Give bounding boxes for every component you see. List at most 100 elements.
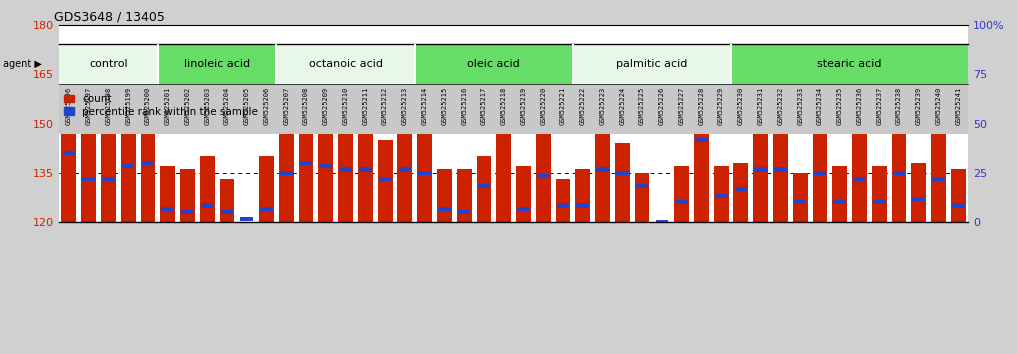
- Text: GSM525214: GSM525214: [422, 86, 427, 125]
- Bar: [714, 166, 728, 222]
- Bar: [358, 120, 373, 222]
- Bar: [221, 210, 233, 214]
- Bar: [61, 78, 76, 222]
- Bar: [415, 44, 573, 84]
- Text: GSM525236: GSM525236: [856, 86, 862, 125]
- Bar: [497, 128, 510, 132]
- Bar: [832, 166, 847, 222]
- Bar: [754, 117, 768, 222]
- Bar: [438, 207, 451, 211]
- Text: GSM525224: GSM525224: [619, 86, 625, 125]
- Bar: [122, 164, 134, 169]
- Bar: [773, 117, 788, 222]
- Bar: [418, 171, 431, 175]
- Bar: [240, 217, 253, 221]
- Bar: [577, 204, 589, 208]
- Bar: [616, 171, 629, 175]
- Text: GDS3648 / 13405: GDS3648 / 13405: [54, 11, 165, 24]
- Bar: [656, 220, 668, 224]
- Bar: [893, 171, 905, 175]
- Bar: [359, 167, 371, 172]
- Bar: [813, 130, 828, 222]
- Bar: [180, 170, 195, 222]
- Text: GSM525218: GSM525218: [500, 86, 506, 125]
- Bar: [220, 179, 234, 222]
- Text: oleic acid: oleic acid: [468, 59, 520, 69]
- Bar: [833, 200, 846, 205]
- Bar: [319, 164, 333, 169]
- Text: GSM525201: GSM525201: [165, 86, 171, 125]
- Bar: [417, 124, 432, 222]
- Bar: [378, 177, 392, 182]
- Bar: [733, 163, 749, 222]
- Text: GSM525213: GSM525213: [402, 86, 408, 125]
- Text: GSM525202: GSM525202: [184, 86, 190, 125]
- Bar: [892, 127, 906, 222]
- Bar: [340, 167, 352, 172]
- Bar: [158, 44, 277, 84]
- Text: GSM525216: GSM525216: [461, 86, 467, 125]
- Text: GSM525238: GSM525238: [896, 86, 902, 125]
- Bar: [279, 130, 294, 222]
- Bar: [596, 167, 609, 172]
- Text: GSM525222: GSM525222: [580, 86, 586, 125]
- Text: GSM525215: GSM525215: [441, 86, 447, 125]
- Bar: [457, 170, 472, 222]
- Bar: [199, 156, 215, 222]
- Bar: [259, 156, 274, 222]
- Bar: [477, 156, 491, 222]
- Bar: [478, 184, 490, 188]
- Bar: [793, 173, 807, 222]
- Text: linoleic acid: linoleic acid: [184, 59, 250, 69]
- Text: GSM525204: GSM525204: [224, 86, 230, 125]
- Text: GSM525199: GSM525199: [125, 86, 131, 125]
- Bar: [932, 127, 946, 222]
- Bar: [852, 130, 866, 222]
- Bar: [181, 210, 194, 214]
- Bar: [516, 166, 531, 222]
- Bar: [695, 138, 708, 142]
- Text: GSM525241: GSM525241: [955, 86, 961, 125]
- Text: GSM525227: GSM525227: [678, 86, 684, 125]
- Text: GSM525225: GSM525225: [639, 86, 645, 125]
- Text: GSM525208: GSM525208: [303, 86, 309, 125]
- Text: GSM525229: GSM525229: [718, 86, 724, 125]
- Text: GSM525237: GSM525237: [877, 86, 882, 125]
- Text: GSM525232: GSM525232: [777, 86, 783, 125]
- Bar: [161, 166, 175, 222]
- Bar: [573, 44, 731, 84]
- Bar: [873, 200, 886, 205]
- Bar: [140, 114, 156, 222]
- Bar: [101, 130, 116, 222]
- Text: GSM525234: GSM525234: [817, 86, 823, 125]
- Bar: [853, 177, 865, 182]
- Bar: [59, 44, 158, 84]
- Bar: [715, 194, 727, 198]
- Text: GSM525221: GSM525221: [560, 86, 566, 125]
- Text: GSM525228: GSM525228: [699, 86, 705, 125]
- Bar: [63, 151, 75, 155]
- Bar: [755, 167, 767, 172]
- Text: GSM525235: GSM525235: [837, 86, 843, 125]
- Bar: [496, 68, 512, 222]
- Text: GSM525217: GSM525217: [481, 86, 487, 125]
- Text: GSM525200: GSM525200: [145, 86, 151, 125]
- Bar: [299, 117, 313, 222]
- Text: GSM525220: GSM525220: [540, 86, 546, 125]
- Bar: [141, 161, 155, 165]
- Bar: [201, 204, 214, 208]
- Bar: [674, 166, 689, 222]
- Bar: [774, 167, 787, 172]
- Bar: [635, 173, 650, 222]
- Bar: [731, 44, 968, 84]
- Bar: [694, 101, 709, 222]
- Bar: [318, 117, 334, 222]
- Bar: [280, 171, 293, 175]
- Legend: count, percentile rank within the sample: count, percentile rank within the sample: [64, 94, 257, 117]
- Bar: [556, 204, 570, 208]
- Text: GSM525210: GSM525210: [343, 86, 349, 125]
- Text: GSM525240: GSM525240: [936, 86, 942, 125]
- Text: GSM525219: GSM525219: [521, 86, 527, 125]
- Bar: [82, 177, 95, 182]
- Bar: [102, 177, 115, 182]
